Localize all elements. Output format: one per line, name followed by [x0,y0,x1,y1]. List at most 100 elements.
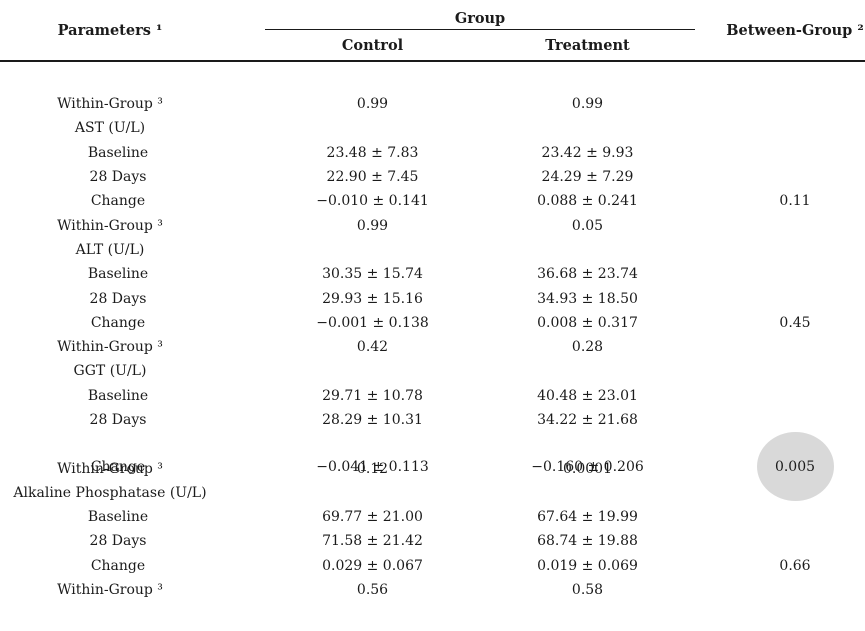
control-cell: 29.93 ± 15.16 [322,290,423,307]
between-cell [695,335,865,359]
treatment-header: Treatment [545,36,630,54]
control-cell [265,116,480,140]
control-cell: 29.71 ± 10.78 [322,387,423,404]
table-row: Change −0.010 ± 0.141 0.088 ± 0.241 0.11 [0,189,865,213]
control-cell: 69.77 ± 21.00 [322,509,423,526]
param-cell: Within-Group ³ [57,217,163,234]
control-cell: 30.35 ± 15.74 [322,266,423,283]
param-cell: Change [90,193,146,210]
table-row: Change −0.001 ± 0.138 0.008 ± 0.317 0.45 [0,311,865,335]
table-row: Baseline 69.77 ± 21.00 67.64 ± 19.99 [0,505,865,529]
param-cell: 28 Days [89,290,147,307]
treatment-cell: 67.64 ± 19.99 [537,509,638,526]
param-cell: Baseline [87,509,149,526]
table-row: Alkaline Phosphatase (U/L) [0,481,865,505]
treatment-cell: 0.99 [571,96,604,113]
between-cell [695,384,865,408]
treatment-cell: 0.088 ± 0.241 [537,193,638,210]
param-cell: 28 Days [89,533,147,550]
param-cell: Baseline [87,266,149,283]
treatment-cell [480,481,695,505]
control-cell: −0.041 ± 0.113 [316,458,429,475]
highlight-circle: 0.005 [756,432,834,502]
group-header-block: Group Control Treatment [265,0,695,60]
treatment-cell: 34.22 ± 21.68 [537,412,638,428]
parameters-header: Parameters ¹ [57,21,163,39]
table-body: Within-Group ³ 0.99 0.99 AST (U/L) Basel… [0,62,865,602]
table-row: Within-Group ³ 0.99 0.99 [0,92,865,116]
between-cell [695,481,865,505]
table-row: Baseline 30.35 ± 15.74 36.68 ± 23.74 [0,262,865,286]
control-cell [265,359,480,383]
table-row: 28 Days 29.93 ± 15.16 34.93 ± 18.50 [0,286,865,310]
between-cell [695,238,865,262]
control-header: Control [341,36,404,54]
param-cell: ALT (U/L) [75,241,145,258]
table-row: Baseline 29.71 ± 10.78 40.48 ± 23.01 [0,384,865,408]
treatment-cell: 36.68 ± 23.74 [537,266,638,283]
control-cell: 28.29 ± 10.31 [322,412,423,428]
table-row: GGT (U/L) [0,359,865,383]
treatment-cell: 0.019 ± 0.069 [537,557,638,574]
treatment-cell: 34.93 ± 18.50 [537,290,638,307]
control-cell: 0.99 [356,96,389,113]
between-cell: 0.005 [695,432,865,502]
treatment-cell: 23.42 ± 9.93 [541,144,634,161]
between-cell [695,213,865,237]
between-group-header: Between-Group ² [726,21,864,39]
between-cell [695,578,865,602]
table-row: Within-Group ³ 0.99 0.05 [0,213,865,237]
param-cell: Within-Group ³ [57,582,163,599]
param-cell: Within-Group ³ [57,460,163,477]
control-cell: 0.12 [356,460,389,477]
table-row: Within-Group ³ 0.42 0.28 [0,335,865,359]
control-cell: 0.99 [356,217,389,234]
table-row: ALT (U/L) [0,238,865,262]
param-cell: Within-Group ³ [57,339,163,356]
treatment-cell: −0.160 ± 0.206 [531,458,644,475]
control-cell: 0.56 [356,582,389,599]
table-row: 28 Days 28.29 ± 10.31 34.22 ± 21.68 [0,408,865,432]
treatment-cell: 0.28 [571,339,604,356]
param-cell: Change [90,314,146,331]
between-cell [695,408,865,432]
table-row: 28 Days 71.58 ± 21.42 68.74 ± 19.88 [0,529,865,553]
group-header: Group [265,0,695,30]
param-cell: Baseline [87,387,149,404]
table-row: Change −0.041 ± 0.113 −0.160 ± 0.206 0.0… [0,432,865,502]
param-cell: Change [90,458,146,475]
param-cell: Alkaline Phosphatase (U/L) [13,484,207,501]
between-cell [695,262,865,286]
control-cell: −0.010 ± 0.141 [316,193,429,210]
table-row: Within-Group ³ 0.56 0.58 [0,578,865,602]
treatment-cell: 68.74 ± 19.88 [537,533,638,550]
control-cell [265,481,480,505]
param-cell: Within-Group ³ [57,96,163,113]
control-cell: 22.90 ± 7.45 [326,169,419,186]
between-cell: 0.11 [779,193,811,210]
treatment-cell: 0.58 [571,582,604,599]
between-cell [695,165,865,189]
control-cell: 0.42 [356,339,389,356]
table-row: Within-Group ³ 0.12 0.0001 [0,456,865,480]
param-cell: Change [90,557,146,574]
treatment-cell: 24.29 ± 7.29 [541,169,634,186]
control-cell: 71.58 ± 21.42 [322,533,423,550]
between-cell: 0.66 [779,557,811,574]
control-cell: 23.48 ± 7.83 [326,144,419,161]
param-cell: 28 Days [89,169,147,186]
treatment-cell: 40.48 ± 23.01 [537,387,638,404]
between-cell [695,529,865,553]
treatment-cell [480,238,695,262]
treatment-cell: 0.008 ± 0.317 [537,314,638,331]
between-cell [695,92,865,116]
table-header: Parameters ¹ Group Control Treatment Bet… [0,0,865,62]
param-cell: 28 Days [89,412,147,428]
table-row: Change 0.029 ± 0.067 0.019 ± 0.069 0.66 [0,554,865,578]
table-row: 28 Days 22.90 ± 7.45 24.29 ± 7.29 [0,165,865,189]
treatment-cell [480,359,695,383]
param-cell: GGT (U/L) [73,363,147,380]
control-cell [265,238,480,262]
between-cell [695,116,865,140]
